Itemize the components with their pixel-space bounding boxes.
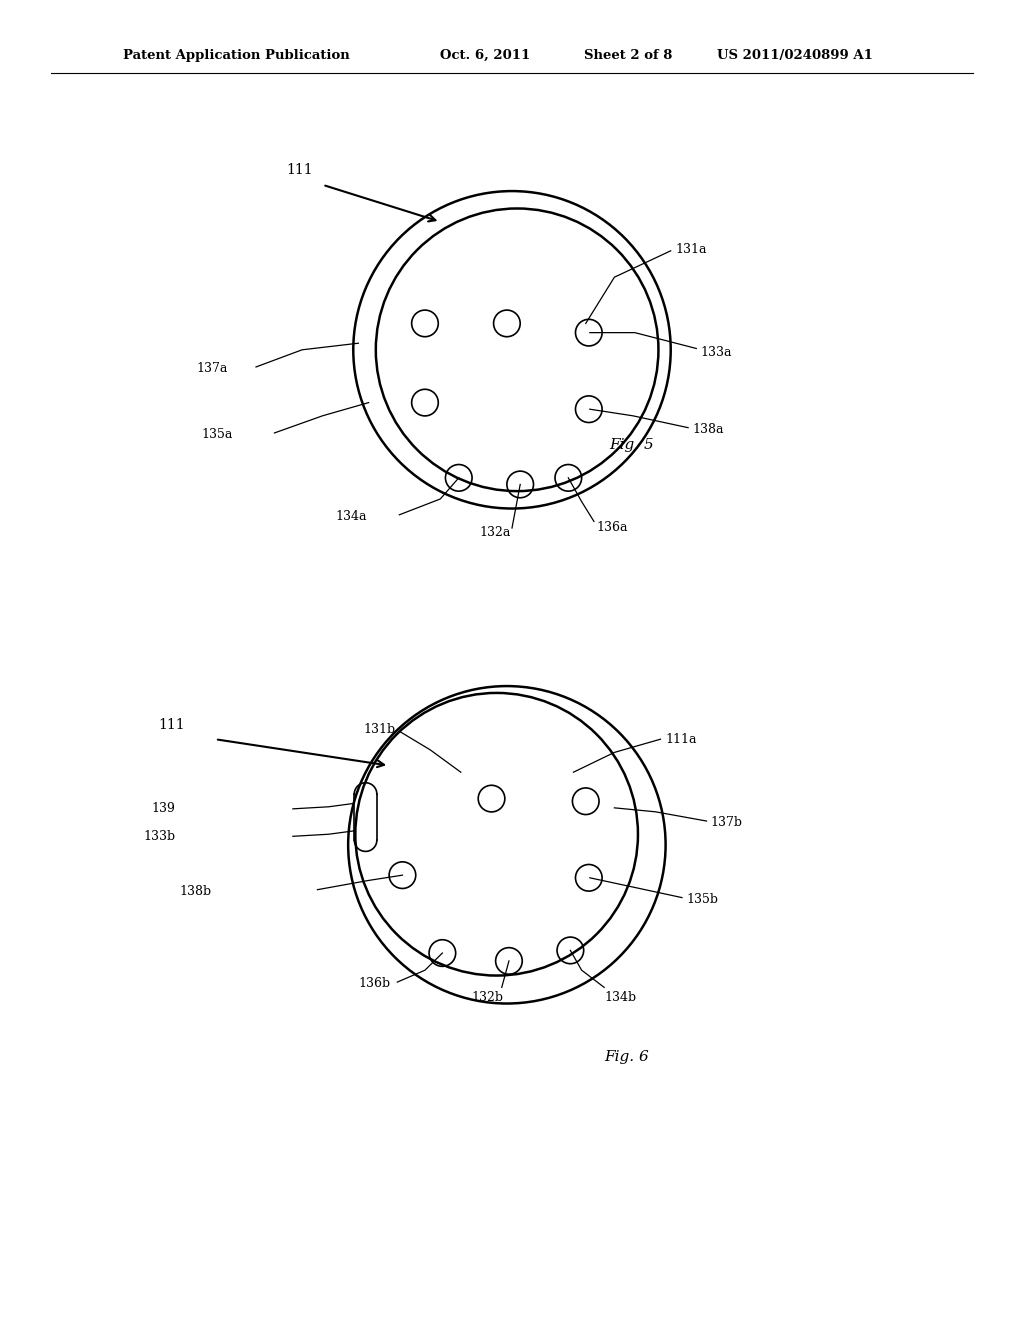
Text: 135b: 135b (686, 892, 718, 906)
Text: 111a: 111a (666, 733, 697, 746)
Text: 134b: 134b (604, 990, 636, 1003)
Text: 137b: 137b (711, 816, 742, 829)
Text: 137a: 137a (197, 362, 228, 375)
Text: Sheet 2 of 8: Sheet 2 of 8 (584, 49, 672, 62)
Text: Fig. 6: Fig. 6 (604, 1051, 649, 1064)
Text: 135a: 135a (202, 428, 233, 441)
Text: 131b: 131b (364, 722, 395, 735)
Text: Patent Application Publication: Patent Application Publication (123, 49, 349, 62)
Text: 133a: 133a (700, 346, 732, 359)
Text: 132a: 132a (479, 525, 511, 539)
Text: 138a: 138a (692, 422, 724, 436)
Text: 131a: 131a (676, 243, 708, 256)
Text: US 2011/0240899 A1: US 2011/0240899 A1 (717, 49, 872, 62)
Text: 139: 139 (152, 803, 175, 816)
Text: 111: 111 (287, 164, 313, 177)
Text: 134a: 134a (336, 510, 368, 523)
Text: 132b: 132b (471, 990, 503, 1003)
Text: 133b: 133b (143, 830, 175, 842)
Text: Fig. 5: Fig. 5 (609, 438, 654, 451)
Text: 138b: 138b (179, 884, 211, 898)
Text: 111: 111 (159, 718, 185, 731)
Text: Oct. 6, 2011: Oct. 6, 2011 (440, 49, 530, 62)
Text: 136b: 136b (358, 977, 390, 990)
Text: 136a: 136a (596, 520, 628, 533)
